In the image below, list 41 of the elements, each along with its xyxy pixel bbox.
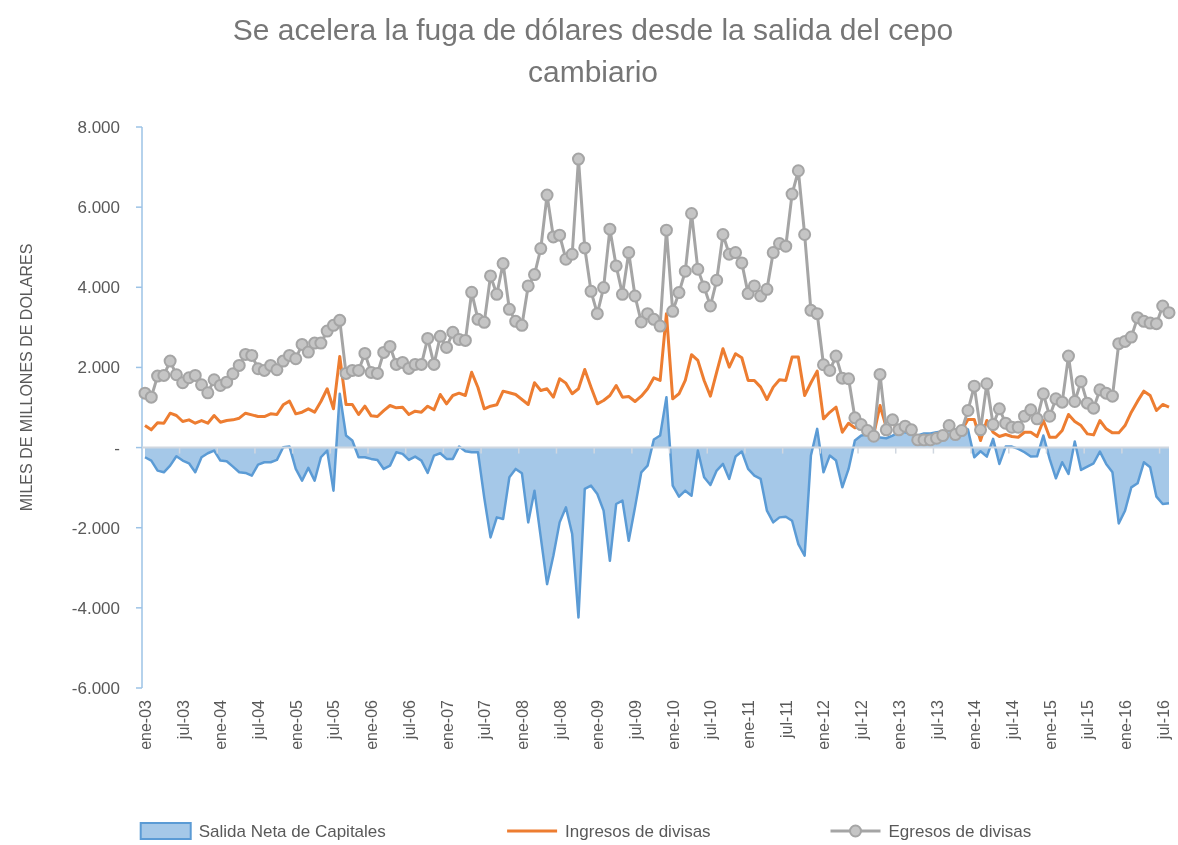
x-tick-label: jul-09 [627,699,645,741]
x-tick-label: ene-06 [363,699,381,750]
x-tick-label: ene-15 [1041,699,1059,750]
x-tick-label: jul-11 [777,699,795,739]
x-tick-label: jul-12 [853,699,871,741]
x-tick-label: ene-14 [966,699,984,750]
y-tick-label: -6.000 [71,679,120,698]
y-tick-label: - [114,438,120,458]
x-tick-label: jul-03 [174,699,192,741]
x-tick-label: ene-05 [287,699,305,750]
x-tick-label: ene-12 [815,699,833,750]
x-tick-label: jul-15 [1079,699,1097,741]
chart-title: Se acelera la fuga de dólares desde la salida del cepo cambiario [232,13,954,88]
legend-label: Egresos de divisas [888,822,1032,841]
y-tick-label: 4.000 [77,278,120,298]
legend-label: Ingresos de divisas [565,822,711,841]
y-tick-label: 2.000 [77,358,120,378]
x-tick-label: jul-04 [250,699,268,741]
x-tick-label: ene-10 [664,699,682,750]
x-tick-label: ene-03 [137,699,154,750]
x-tick-label: ene-09 [589,699,607,750]
x-tick-label: ene-08 [513,699,531,750]
x-tick-label: ene-07 [438,699,456,750]
y-axis-title: MILES DE MILLONES DE DOLARES [18,243,35,512]
x-tick-label: jul-05 [325,699,343,741]
x-tick-label: jul-14 [1003,699,1021,741]
x-tick-label: jul-08 [551,699,569,741]
x-tick-label: jul-16 [1154,699,1172,741]
x-tick-label: ene-11 [740,699,758,749]
x-tick-label: jul-07 [476,699,494,741]
x-tick-label: ene-04 [212,699,230,750]
x-tick-label: ene-13 [890,699,908,750]
y-tick-label: -4.000 [71,598,120,618]
x-tick-label: ene-16 [1117,699,1135,750]
x-tick-label: jul-06 [400,699,418,741]
x-tick-label: jul-10 [702,699,720,741]
x-tick-label: jul-13 [928,699,946,741]
legend-label: Salida Neta de Capitales [198,822,386,841]
y-tick-label: 8.000 [77,118,120,137]
y-tick-label: -2.000 [71,518,120,538]
y-tick-label: 6.000 [77,198,120,218]
